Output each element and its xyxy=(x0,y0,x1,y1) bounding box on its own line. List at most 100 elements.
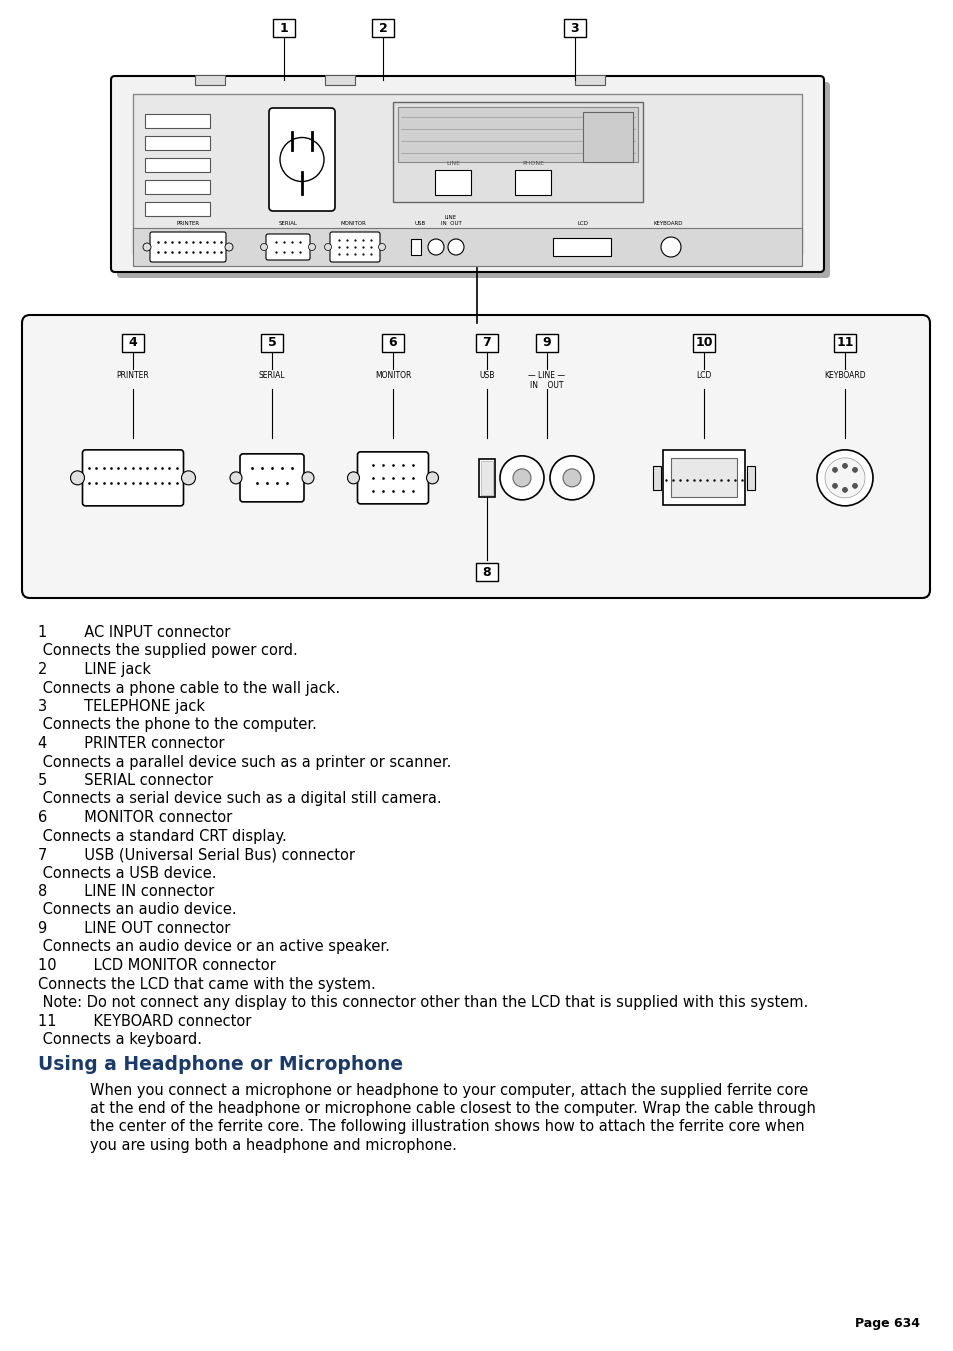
Bar xyxy=(145,136,210,150)
Bar xyxy=(325,76,355,85)
Bar xyxy=(372,19,394,36)
Text: Connects a phone cable to the wall jack.: Connects a phone cable to the wall jack. xyxy=(38,681,340,696)
Bar xyxy=(273,19,294,36)
Bar xyxy=(393,101,642,203)
Bar xyxy=(662,450,744,505)
FancyBboxPatch shape xyxy=(357,451,428,504)
Text: Connects the phone to the computer.: Connects the phone to the computer. xyxy=(38,717,316,732)
FancyBboxPatch shape xyxy=(111,76,823,272)
Bar xyxy=(194,76,225,85)
Bar xyxy=(132,95,801,254)
Bar xyxy=(397,107,638,162)
Circle shape xyxy=(426,471,438,484)
Text: 2        LINE jack: 2 LINE jack xyxy=(38,662,151,677)
Bar xyxy=(145,158,210,172)
Circle shape xyxy=(428,239,443,255)
Text: 1        AC INPUT connector: 1 AC INPUT connector xyxy=(38,626,230,640)
Bar xyxy=(145,203,210,216)
Bar xyxy=(670,458,737,497)
Text: 5: 5 xyxy=(268,336,276,350)
Text: Note: Do not connect any display to this connector other than the LCD that is su: Note: Do not connect any display to this… xyxy=(38,994,807,1011)
Text: 3        TELEPHONE jack: 3 TELEPHONE jack xyxy=(38,698,205,713)
Circle shape xyxy=(499,455,543,500)
Circle shape xyxy=(230,471,242,484)
Text: USB: USB xyxy=(478,372,495,380)
Circle shape xyxy=(280,138,324,181)
Circle shape xyxy=(832,467,837,473)
FancyBboxPatch shape xyxy=(82,450,183,505)
Text: 1: 1 xyxy=(279,22,288,35)
Text: Connects a parallel device such as a printer or scanner.: Connects a parallel device such as a pri… xyxy=(38,754,451,770)
Circle shape xyxy=(550,455,594,500)
Text: 8        LINE IN connector: 8 LINE IN connector xyxy=(38,884,214,898)
Circle shape xyxy=(816,450,872,505)
Circle shape xyxy=(302,471,314,484)
Circle shape xyxy=(448,239,463,255)
Bar xyxy=(476,563,497,581)
Bar xyxy=(122,334,144,353)
Bar xyxy=(553,238,610,255)
Text: Connects a standard CRT display.: Connects a standard CRT display. xyxy=(38,828,287,843)
Bar xyxy=(575,76,604,85)
Text: 5        SERIAL connector: 5 SERIAL connector xyxy=(38,773,213,788)
Text: Connects a USB device.: Connects a USB device. xyxy=(38,866,216,881)
Bar xyxy=(411,239,420,255)
FancyBboxPatch shape xyxy=(266,234,310,259)
Text: Connects an audio device or an active speaker.: Connects an audio device or an active sp… xyxy=(38,939,390,955)
Text: KEYBOARD: KEYBOARD xyxy=(823,372,865,380)
Circle shape xyxy=(143,243,151,251)
Bar xyxy=(261,334,283,353)
Circle shape xyxy=(225,243,233,251)
Circle shape xyxy=(71,471,85,485)
Text: at the end of the headphone or microphone cable closest to the computer. Wrap th: at the end of the headphone or microphon… xyxy=(90,1101,815,1116)
Bar xyxy=(563,19,585,36)
Bar xyxy=(145,113,210,128)
Text: 10        LCD MONITOR connector: 10 LCD MONITOR connector xyxy=(38,958,275,973)
Text: 9: 9 xyxy=(542,336,551,350)
Text: you are using both a headphone and microphone.: you are using both a headphone and micro… xyxy=(90,1138,456,1152)
Circle shape xyxy=(378,243,385,250)
Text: — LINE —
IN    OUT: — LINE — IN OUT xyxy=(528,372,565,390)
Text: LCD: LCD xyxy=(696,372,711,380)
FancyBboxPatch shape xyxy=(330,232,379,262)
Bar xyxy=(515,170,551,195)
Bar xyxy=(381,334,403,353)
Circle shape xyxy=(260,243,267,250)
Text: 2: 2 xyxy=(378,22,387,35)
Bar xyxy=(478,459,495,497)
Text: 6        MONITOR connector: 6 MONITOR connector xyxy=(38,811,232,825)
FancyBboxPatch shape xyxy=(117,82,829,278)
Text: Connects an audio device.: Connects an audio device. xyxy=(38,902,236,917)
Text: LINE
IN  OUT: LINE IN OUT xyxy=(440,215,461,226)
Bar xyxy=(476,334,497,353)
Circle shape xyxy=(308,243,315,250)
Bar xyxy=(833,334,855,353)
Circle shape xyxy=(324,243,331,250)
Text: SERIAL: SERIAL xyxy=(278,222,297,226)
Text: 6: 6 xyxy=(388,336,396,350)
Text: 4: 4 xyxy=(129,336,137,350)
Text: PHONE: PHONE xyxy=(521,161,543,166)
Circle shape xyxy=(513,469,531,486)
Text: Connects a serial device such as a digital still camera.: Connects a serial device such as a digit… xyxy=(38,792,441,807)
Text: the center of the ferrite core. The following illustration shows how to attach t: the center of the ferrite core. The foll… xyxy=(90,1120,803,1135)
Circle shape xyxy=(852,484,857,488)
Text: Page 634: Page 634 xyxy=(854,1317,919,1329)
Text: KEYBOARD: KEYBOARD xyxy=(653,222,682,226)
Text: 7        USB (Universal Serial Bus) connector: 7 USB (Universal Serial Bus) connector xyxy=(38,847,355,862)
Bar xyxy=(132,228,801,266)
Bar xyxy=(652,466,660,490)
Text: LINE: LINE xyxy=(446,161,459,166)
Text: 3: 3 xyxy=(570,22,578,35)
Circle shape xyxy=(824,458,864,499)
Bar xyxy=(692,334,714,353)
FancyBboxPatch shape xyxy=(269,108,335,211)
Circle shape xyxy=(841,488,846,492)
Text: MONITOR: MONITOR xyxy=(375,372,411,380)
Circle shape xyxy=(562,469,580,486)
Bar xyxy=(536,334,558,353)
Bar xyxy=(582,112,633,162)
Text: MONITOR: MONITOR xyxy=(339,222,366,226)
Circle shape xyxy=(660,236,680,257)
Text: 11: 11 xyxy=(836,336,853,350)
